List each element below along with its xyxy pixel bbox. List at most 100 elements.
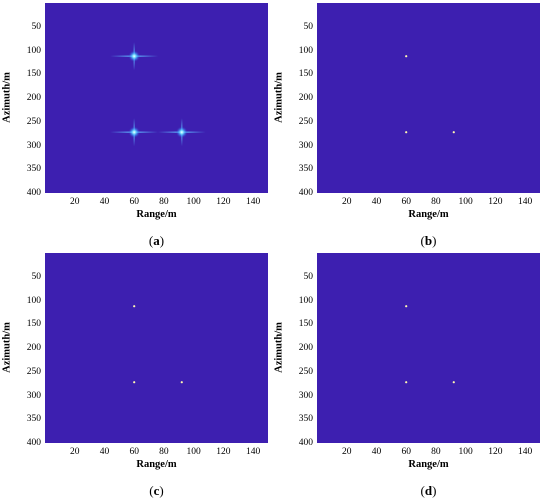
y-tick-label: 150 xyxy=(26,69,41,80)
plot-svg xyxy=(110,42,206,147)
y-tick-label: 400 xyxy=(298,438,313,448)
y-tick-label: 150 xyxy=(26,319,41,330)
x-tick-label: 60 xyxy=(401,197,411,207)
x-tick-label: 60 xyxy=(129,197,139,207)
x-tick-label: 100 xyxy=(186,197,201,207)
x-tick-label: 80 xyxy=(159,447,169,457)
point-target-3 xyxy=(452,381,455,384)
x-axis-label: Range/m xyxy=(136,209,177,220)
x-axis-label: Range/m xyxy=(408,459,449,470)
plot-area xyxy=(45,253,268,443)
y-tick-label: 200 xyxy=(26,343,41,353)
y-tick-label: 150 xyxy=(298,69,313,80)
y-tick-label: 250 xyxy=(298,116,313,127)
panel-caption: (b) xyxy=(409,233,449,249)
caption-open-paren: ( xyxy=(149,483,154,498)
point-target-2 xyxy=(405,381,408,384)
plot-area xyxy=(317,253,540,443)
y-tick-label: 300 xyxy=(26,140,41,151)
point-target-2 xyxy=(133,381,136,384)
x-tick-label: 140 xyxy=(246,447,261,457)
panel-caption: (c) xyxy=(137,483,177,499)
x-tick-label: 60 xyxy=(129,447,139,457)
y-axis-label: Azimuth/m xyxy=(1,72,13,123)
y-tick-label: 350 xyxy=(298,414,313,425)
y-tick-label: 100 xyxy=(26,295,41,306)
point-target-2 xyxy=(110,118,159,147)
y-tick-label: 50 xyxy=(303,271,314,282)
y-tick-label: 300 xyxy=(298,390,313,401)
x-axis-label: Range/m xyxy=(408,209,449,220)
caption-open-paren: ( xyxy=(420,483,425,498)
x-tick-label: 120 xyxy=(216,197,231,207)
x-tick-label: 100 xyxy=(186,447,201,457)
caption-close-paren: ) xyxy=(159,233,165,248)
point-target-3 xyxy=(180,381,183,384)
y-tick-label: 200 xyxy=(26,93,41,103)
y-tick-label: 250 xyxy=(26,366,41,377)
y-tick-label: 50 xyxy=(31,21,42,32)
x-axis-label: Range/m xyxy=(136,459,177,470)
x-tick-label: 20 xyxy=(69,197,80,207)
x-tick-label: 60 xyxy=(401,447,411,457)
point-target-3 xyxy=(452,131,455,134)
y-tick-label: 100 xyxy=(298,295,313,306)
y-tick-label: 200 xyxy=(298,343,313,353)
y-tick-label: 400 xyxy=(26,188,41,198)
plot-svg xyxy=(405,305,455,384)
caption-letter: a xyxy=(153,233,160,248)
caption-close-paren: ) xyxy=(432,483,437,498)
y-tick-label: 200 xyxy=(298,93,313,103)
caption-letter: d xyxy=(424,483,433,498)
panel-caption: (a) xyxy=(137,233,177,249)
caption-close-paren: ) xyxy=(159,483,164,498)
point-target-1 xyxy=(405,305,408,308)
x-tick-label: 20 xyxy=(69,447,80,457)
point-target-1 xyxy=(405,55,408,58)
y-axis-label: Azimuth/m xyxy=(1,322,13,373)
x-tick-label: 40 xyxy=(371,197,382,207)
y-tick-label: 50 xyxy=(31,271,42,282)
point-target-1 xyxy=(133,305,136,308)
y-tick-label: 100 xyxy=(298,45,313,56)
y-tick-label: 400 xyxy=(298,188,313,198)
x-tick-label: 100 xyxy=(458,447,473,457)
y-tick-label: 100 xyxy=(26,45,41,56)
y-tick-label: 350 xyxy=(298,164,313,175)
y-tick-label: 400 xyxy=(26,438,41,448)
x-tick-label: 120 xyxy=(488,197,503,207)
y-tick-label: 350 xyxy=(26,164,41,175)
y-axis-label: Azimuth/m xyxy=(273,72,285,123)
y-tick-label: 250 xyxy=(26,116,41,127)
x-tick-label: 80 xyxy=(431,447,441,457)
x-tick-label: 40 xyxy=(99,447,110,457)
caption-letter: c xyxy=(153,483,160,498)
plot-area xyxy=(317,3,540,193)
y-tick-label: 300 xyxy=(298,140,313,151)
y-tick-label: 250 xyxy=(298,366,313,377)
x-tick-label: 20 xyxy=(341,447,352,457)
plot-svg xyxy=(133,305,183,384)
plot-svg xyxy=(405,55,455,134)
y-axis-label: Azimuth/m xyxy=(273,322,285,373)
caption-close-paren: ) xyxy=(432,233,437,248)
y-tick-label: 50 xyxy=(303,21,314,32)
x-tick-label: 140 xyxy=(246,197,261,207)
x-tick-label: 140 xyxy=(518,447,533,457)
x-tick-label: 140 xyxy=(518,197,533,207)
plot-area xyxy=(45,3,268,193)
point-target-3 xyxy=(157,118,206,147)
x-tick-label: 120 xyxy=(216,447,231,457)
caption-letter: b xyxy=(424,233,433,248)
x-tick-label: 80 xyxy=(431,197,441,207)
x-tick-label: 40 xyxy=(99,197,110,207)
x-tick-label: 120 xyxy=(488,447,503,457)
y-tick-label: 350 xyxy=(26,414,41,425)
x-tick-label: 80 xyxy=(159,197,169,207)
x-tick-label: 40 xyxy=(371,447,382,457)
point-target-1 xyxy=(110,42,159,71)
x-tick-label: 20 xyxy=(341,197,352,207)
y-tick-label: 150 xyxy=(298,319,313,330)
x-tick-label: 100 xyxy=(458,197,473,207)
panel-caption: (d) xyxy=(409,483,449,499)
